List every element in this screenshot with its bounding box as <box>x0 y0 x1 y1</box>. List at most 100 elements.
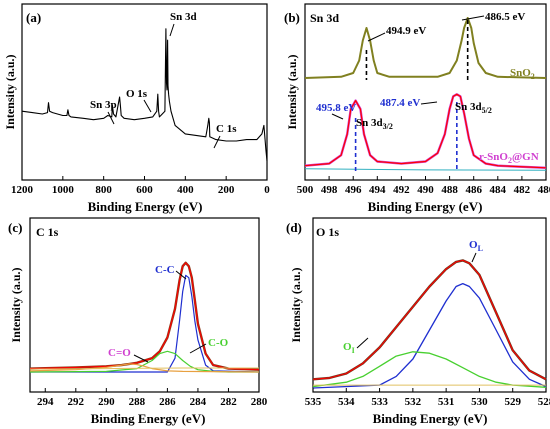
x-tick-label: 486 <box>465 184 482 196</box>
x-tick-label: 528 <box>538 396 550 408</box>
panel-b-label-4865: 486.5 eV <box>485 11 525 23</box>
panel-a-label-o1s: O 1s <box>126 88 148 100</box>
panel-d-label-oi: OI <box>343 341 355 355</box>
panel-c-pointer-ceo <box>133 354 149 363</box>
x-tick-label: 294 <box>37 396 54 408</box>
panel-b-xlabel: Binding Energy (eV) <box>368 199 483 214</box>
panel-a-ylabel: Intensity (a.u.) <box>3 54 17 129</box>
x-tick-label: 484 <box>490 184 507 196</box>
x-tick-label: 282 <box>220 396 237 408</box>
o1s-oi-component <box>312 351 547 388</box>
x-tick-label: 533 <box>371 396 388 408</box>
panel-c-title: C 1s <box>36 225 59 239</box>
panel-c-xticks: 294 292 290 288 286 284 282 280 <box>37 388 268 408</box>
x-tick-label: 530 <box>471 396 488 408</box>
panel-b-label-4874: 487.4 eV <box>380 97 420 109</box>
panel-a-label-sn3d: Sn 3d <box>170 11 197 23</box>
panel-d: 535 534 533 532 531 530 529 528 (d) O 1s Bindin… <box>286 217 550 426</box>
c1s-raw-line <box>29 261 260 371</box>
panel-b-label-sn3d52: Sn 3d5/2 <box>455 101 492 115</box>
panel-b-letter: (b) <box>284 10 300 25</box>
panel-a-plot <box>21 28 268 161</box>
x-tick-label: 529 <box>504 396 521 408</box>
panel-d-title: O 1s <box>316 225 339 239</box>
panel-c-label-ceo: C=O <box>108 347 131 359</box>
panel-d-frame <box>312 217 547 393</box>
x-tick-label: 400 <box>177 184 194 196</box>
panel-a-label-c1s: C 1s <box>216 123 237 135</box>
panel-c-letter: (c) <box>8 220 22 235</box>
x-tick-label: 280 <box>251 396 268 408</box>
c1s-fit-line <box>29 262 260 371</box>
x-tick-label: 1000 <box>52 184 75 196</box>
x-tick-label: 290 <box>98 396 115 408</box>
x-tick-label: 800 <box>95 184 112 196</box>
sno2-spectrum-line <box>304 17 547 79</box>
panel-b: 500 498 496 494 492 490 488 486 484 482 480 (b) Sn… <box>284 3 550 214</box>
x-tick-label: 500 <box>297 184 314 196</box>
panel-d-xticks: 535 534 533 532 531 530 529 528 <box>305 388 550 408</box>
panel-d-pointer-ol <box>471 252 477 263</box>
panel-b-xticks: 500 498 496 494 492 490 488 486 484 482 480 <box>297 176 550 196</box>
panel-a-pointer-c1s <box>213 135 221 149</box>
panel-c: 294 292 290 288 286 284 282 280 (c) C 1s Bindin… <box>8 217 268 426</box>
x-tick-label: 496 <box>345 184 362 196</box>
x-tick-label: 531 <box>438 396 455 408</box>
x-tick-label: 480 <box>538 184 550 196</box>
composite-fit-line <box>304 93 547 169</box>
panel-c-ylabel: Intensity (a.u.) <box>9 267 23 342</box>
x-tick-label: 286 <box>159 396 176 408</box>
panel-a-letter: (a) <box>26 10 41 25</box>
x-tick-label: 494 <box>369 184 386 196</box>
panel-c-plot <box>29 261 260 373</box>
panel-b-label-sn3d32: Sn 3d3/2 <box>356 117 393 131</box>
panel-c-xlabel: Binding Energy (eV) <box>91 411 206 426</box>
panel-a: 1200 1000 800 600 400 200 0 (a) Binding Energy… <box>3 3 270 214</box>
panel-a-pointer-sn3p <box>107 111 115 125</box>
panel-a-pointer-o1s <box>143 99 152 113</box>
composite-baseline-line <box>304 168 547 171</box>
x-tick-label: 600 <box>136 184 153 196</box>
x-tick-label: 1200 <box>11 184 34 196</box>
x-tick-label: 0 <box>264 184 270 196</box>
panel-b-pointer-4958 <box>331 113 344 120</box>
panel-b-legend-sno2: SnO2 <box>510 67 535 81</box>
panel-a-xlabel: Binding Energy (eV) <box>88 199 203 214</box>
panel-d-plot <box>312 259 547 389</box>
panel-c-frame <box>29 217 260 393</box>
x-tick-label: 532 <box>405 396 422 408</box>
panel-a-label-sn3p: Sn 3p <box>90 99 117 111</box>
x-tick-label: 535 <box>305 396 322 408</box>
panel-c-pointer-cc <box>175 270 187 280</box>
o1s-raw-line <box>312 259 547 381</box>
x-tick-label: 490 <box>417 184 434 196</box>
panel-a-xticks: 1200 1000 800 600 400 200 0 <box>11 176 270 196</box>
panel-a-pointer-sn3d <box>169 23 175 37</box>
panel-b-ylabel: Intensity (a.u.) <box>285 54 299 129</box>
x-tick-label: 534 <box>338 396 355 408</box>
c1s-baseline <box>29 367 259 370</box>
x-tick-label: 498 <box>321 184 338 196</box>
panel-c-pointer-co <box>189 343 207 354</box>
x-tick-label: 488 <box>441 184 458 196</box>
panel-b-plot <box>304 17 547 172</box>
o1s-fit-line <box>312 259 547 380</box>
panel-b-legend-composite: r-SnO2@GN <box>479 151 539 165</box>
o1s-ol-component <box>312 282 547 389</box>
survey-spectrum-line <box>21 28 268 161</box>
panel-d-xlabel: Binding Energy (eV) <box>373 411 488 426</box>
x-tick-label: 284 <box>190 396 207 408</box>
panel-b-pointer-4865 <box>461 15 485 21</box>
panel-b-label-4958: 495.8 eV <box>316 102 356 114</box>
x-tick-label: 200 <box>218 184 235 196</box>
x-tick-label: 292 <box>68 396 85 408</box>
panel-d-label-ol: OL <box>469 239 483 253</box>
panel-b-label-4949: 494.9 eV <box>386 25 426 37</box>
panel-d-letter: (d) <box>286 220 302 235</box>
c1s-cc-component <box>30 274 260 373</box>
panel-c-label-co: C-O <box>208 337 229 349</box>
panel-c-label-cc: C-C <box>155 264 175 276</box>
x-tick-label: 288 <box>129 396 146 408</box>
x-tick-label: 492 <box>393 184 410 196</box>
